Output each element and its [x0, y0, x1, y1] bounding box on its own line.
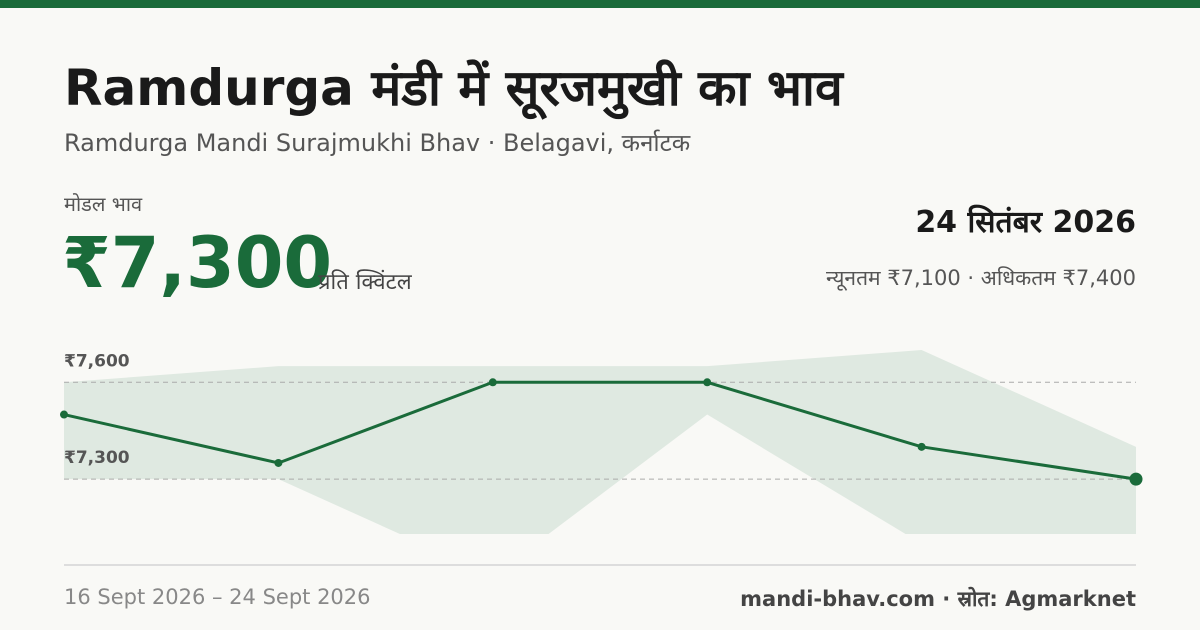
price: ₹7,300: [62, 222, 333, 304]
y-tick-label: ₹7,300: [64, 448, 130, 468]
price-line: [63, 380, 1137, 481]
point: [60, 410, 68, 419]
source: mandi-bhav.com · स्रोत: Agmarknet: [740, 587, 1136, 611]
min-max-band: [64, 350, 1136, 534]
title: Ramdurga मंडी में सूरजमुखी का भाव: [64, 59, 843, 117]
point: [703, 378, 712, 387]
point: [274, 458, 283, 467]
min-max: न्यूनतम ₹7,100 · अधिकतम ₹7,400: [826, 266, 1136, 290]
date: 24 सितंबर 2026: [915, 205, 1136, 240]
price-label: मोडल भाव: [64, 192, 143, 216]
point: [1129, 472, 1143, 486]
point: [488, 378, 497, 387]
unit: प्रति क्विंटल: [318, 270, 412, 295]
subtitle: Ramdurga Mandi Surajmukhi Bhav · Belagav…: [64, 129, 691, 157]
point: [917, 442, 926, 451]
top-bar: [0, 0, 1200, 8]
period: 16 Sept 2026 – 24 Sept 2026: [64, 585, 371, 609]
y-tick-label: ₹7,600: [64, 351, 130, 371]
